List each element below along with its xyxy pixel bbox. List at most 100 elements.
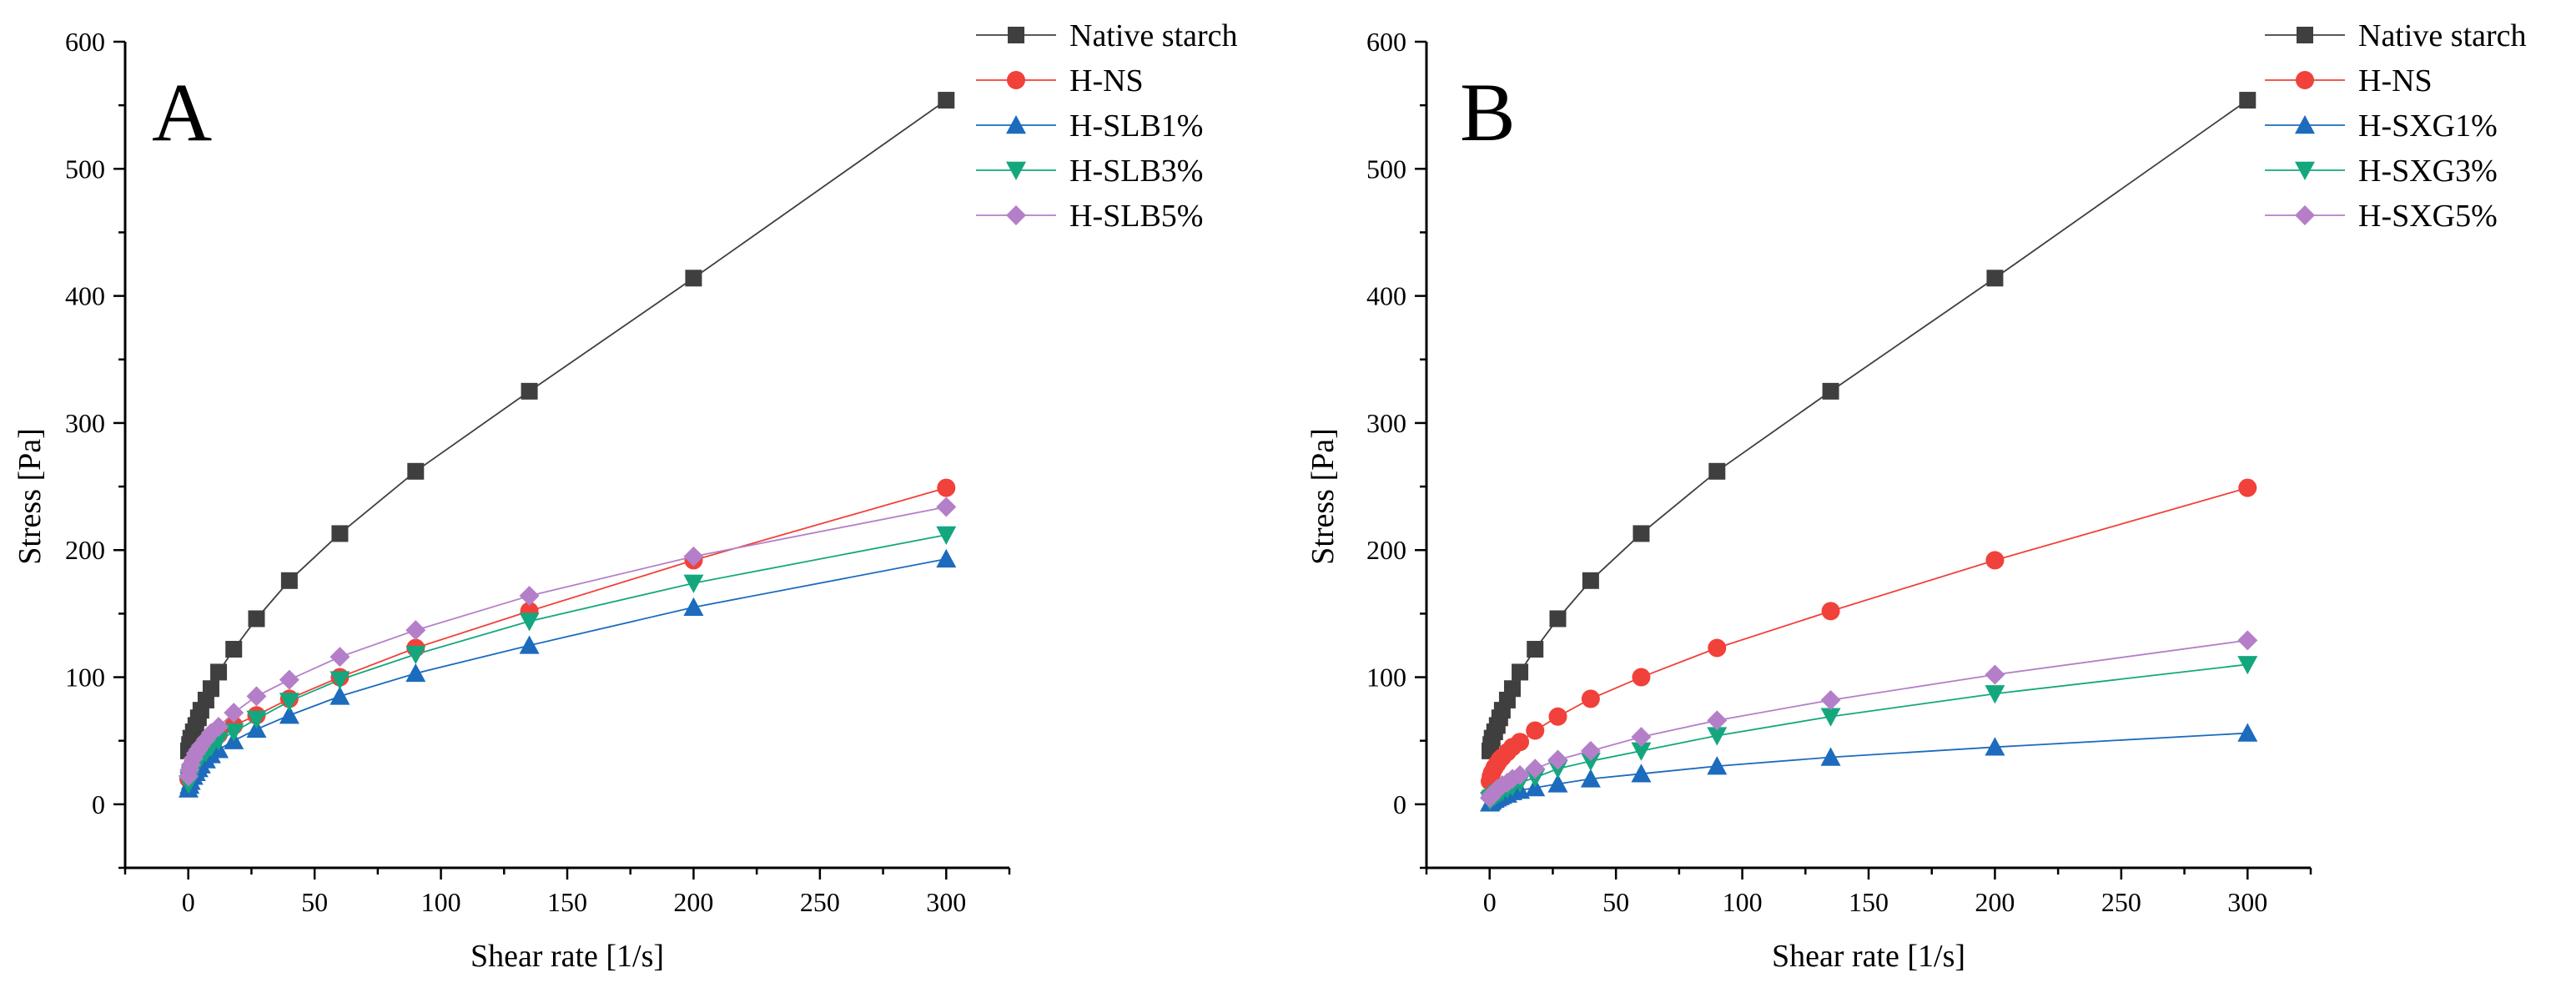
data-point [2237,723,2258,742]
series-h-slb3- [179,526,957,794]
data-point [1707,727,1728,746]
legend-label: H-SLB5% [1069,199,1203,234]
data-point [202,680,219,698]
data-point [209,716,229,737]
data-point [1631,727,1652,748]
y-tick-label: 600 [65,27,105,57]
legend-marker [1006,205,1026,225]
y-tick-label: 500 [1366,154,1406,184]
data-point [1986,270,2004,287]
y-tick-label: 100 [65,663,105,693]
data-point [279,693,299,712]
data-point [936,496,957,517]
data-point [1547,774,1568,793]
data-point [1822,382,1839,400]
y-tick-label: 500 [65,154,105,184]
y-tick-label: 0 [92,789,105,819]
x-tick-label: 150 [1849,887,1889,917]
data-point [1821,602,1840,621]
legend-marker [2295,115,2315,134]
data-point [1820,747,1841,766]
data-point [224,723,244,743]
legend-marker [1006,161,1026,180]
data-point [1549,610,1567,628]
data-point [1527,641,1544,658]
data-point [279,705,299,724]
data-point [225,641,243,658]
data-point [683,597,704,616]
data-point [1580,752,1601,772]
legend-marker [1008,27,1024,43]
x-tick-label: 100 [1723,887,1763,917]
data-point [2239,92,2257,109]
data-point [1707,756,1728,775]
y-tick-label: 300 [65,408,105,438]
data-point [1581,689,1600,708]
x-tick-label: 250 [2101,887,2141,917]
panel-b: 0 100 200 300 400 500 600 0 50 100 150 200 250 300 She… [1306,18,2527,974]
legend-marker [2295,161,2315,180]
data-point [1582,572,1599,589]
x-tick-label: 250 [800,887,840,917]
data-point [937,478,956,497]
data-point [1708,462,1726,480]
data-point [2237,656,2258,675]
data-point [1631,742,1652,761]
series-line [188,534,947,784]
data-point [280,572,298,589]
data-point [1985,551,2005,570]
series-line [1489,732,2248,804]
data-point [279,669,299,690]
data-point [936,526,957,545]
data-point [246,710,267,729]
y-axis-title: Stress [Pa] [1306,428,1341,565]
data-point [1708,638,1727,658]
legend-label: Native starch [2358,18,2527,53]
data-point [1548,707,1567,726]
x-tick-label: 0 [1483,887,1497,917]
data-point [521,382,538,400]
panel-a: 0 100 200 300 400 500 600 0 50 100 150 200 250 300 She… [13,18,1238,974]
data-point [405,620,426,641]
series-native-starch [180,92,955,759]
data-point [1511,733,1530,752]
data-point [1547,749,1568,770]
data-point [331,525,349,542]
series-h-sxg1- [1480,723,2258,812]
data-point [1820,708,1841,727]
data-point [248,610,265,628]
data-point [1707,710,1728,731]
y-tick-label: 200 [65,535,105,565]
data-point [1512,663,1529,681]
legend-marker [2296,71,2314,89]
y-tick-label: 300 [1366,408,1406,438]
x-tick-label: 200 [673,887,713,917]
data-point [1632,668,1651,687]
series-line [188,99,947,752]
y-tick-label: 400 [65,281,105,311]
x-tick-label: 300 [2227,887,2267,917]
legend-label: H-SLB3% [1069,154,1203,189]
data-point [519,612,540,632]
x-tick-label: 0 [182,887,195,917]
series-line [188,486,947,779]
data-point [2237,630,2258,651]
series-native-starch [1482,92,2257,759]
x-tick-label: 100 [421,887,461,917]
legend: Native starch H-NS H-SLB1% H-SLB3% H-SLB5% [976,18,1238,234]
series-line [1489,99,2248,752]
x-tick-label: 150 [547,887,587,917]
legend-label: H-SXG3% [2358,154,2498,189]
legend-marker [2295,205,2315,225]
x-tick-label: 50 [301,887,328,917]
data-point [1985,737,2005,756]
x-axis-title: Shear rate [1/s] [1772,939,1965,974]
legend-label: H-SXG5% [2358,199,2498,234]
data-point [685,270,702,287]
data-point [1631,764,1652,783]
legend-label: H-SXG1% [2358,108,2498,144]
legend-marker [2297,27,2313,43]
data-point [1633,525,1650,542]
series-h-slb5- [179,496,957,787]
